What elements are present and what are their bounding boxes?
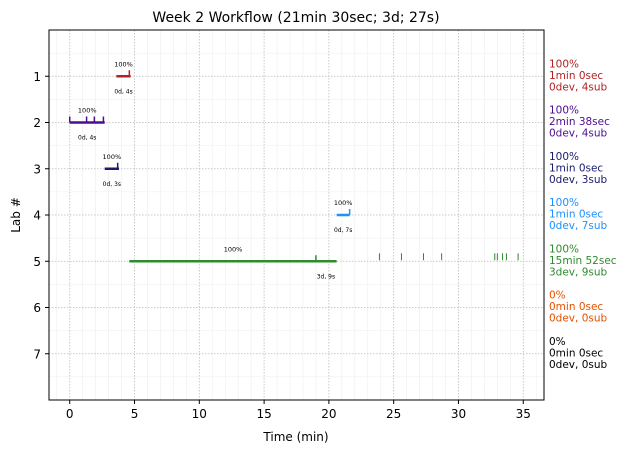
lab-4-summary-line: 100%: [549, 197, 579, 209]
y-tick-label: 2: [33, 116, 41, 130]
y-tick-label: 3: [33, 162, 41, 176]
x-tick-label: 35: [516, 407, 531, 421]
lab-5-percent-label: 100%: [224, 245, 243, 253]
y-tick-label: 4: [33, 209, 41, 223]
x-tick-label: 30: [451, 407, 466, 421]
lab-7-summary-line: 0%: [549, 336, 566, 348]
lab-5-summary-line: 3dev, 9sub: [549, 266, 608, 278]
lab-2-summary-line: 2min 38sec: [549, 116, 610, 128]
lab-1-summary-line: 0dev, 4sub: [549, 81, 608, 93]
lab-4-duration-label: 0d, 7s: [334, 227, 352, 234]
lab-1-percent-label: 100%: [114, 60, 133, 68]
x-tick-label: 10: [192, 407, 207, 421]
lab-3-timeline: 100% 0d, 3s: [103, 153, 122, 188]
lab-5-summary-line: 15min 52sec: [549, 255, 617, 267]
lab-5-summary-line: 100%: [549, 243, 579, 255]
lab-4-summary-line: 1min 0sec: [549, 209, 603, 221]
x-tick-label: 15: [256, 407, 271, 421]
lab-6-summary-line: 0min 0sec: [549, 301, 603, 313]
lab-3-summary-line: 100%: [549, 151, 579, 163]
lab-3-percent-label: 100%: [103, 153, 122, 161]
y-tick-label: 7: [33, 347, 41, 361]
lab-2-timeline: 100% 0d, 4s: [68, 107, 105, 142]
lab-7-summary-line: 0dev, 0sub: [549, 359, 608, 371]
lab-3-summary-line: 1min 0sec: [549, 162, 603, 174]
x-tick-label: 25: [386, 407, 401, 421]
lab-4-percent-label: 100%: [334, 199, 353, 207]
x-axis-ticks: 0 5 10 15 20 25 30 35: [66, 400, 531, 421]
x-tick-label: 20: [321, 407, 336, 421]
lab-1-duration-label: 0d, 4s: [114, 88, 132, 95]
y-tick-label: 1: [33, 70, 41, 84]
lab-5-timeline: 100% 3d, 9s: [129, 245, 519, 280]
major-grid: [49, 30, 544, 400]
lab-3-duration-label: 0d, 3s: [103, 181, 121, 188]
y-axis-label: Lab #: [9, 197, 23, 233]
lab-timelines: 100% 0d, 4s 100% 0d, 4s 100% 0d, 3s 100% 0d, 7s…: [68, 60, 519, 280]
lab-4-summary-line: 0dev, 7sub: [549, 220, 608, 232]
y-axis-ticks: 1 2 3 4 5 6 7: [33, 70, 49, 361]
lab-7-summary-line: 0min 0sec: [549, 347, 603, 359]
y-tick-label: 5: [33, 255, 41, 269]
lab-6-summary-line: 0%: [549, 290, 566, 302]
lab-3-summary-line: 0dev, 3sub: [549, 174, 608, 186]
lab-2-summary-line: 100%: [549, 105, 579, 117]
x-axis-label: Time (min): [262, 430, 328, 444]
y-tick-label: 6: [33, 301, 41, 315]
lab-6-summary-line: 0dev, 0sub: [549, 313, 608, 325]
lab-5-duration-label: 3d, 9s: [317, 273, 335, 280]
chart-title: Week 2 Workflow (21min 30sec; 3d; 27s): [152, 10, 439, 26]
lab-4-timeline: 100% 0d, 7s: [334, 199, 353, 234]
lab-2-percent-label: 100%: [78, 107, 97, 115]
lab-1-summary-line: 100%: [549, 58, 579, 70]
lab-2-summary-line: 0dev, 4sub: [549, 128, 608, 140]
x-tick-label: 0: [66, 407, 74, 421]
x-tick-label: 5: [131, 407, 139, 421]
lab-1-summary-line: 1min 0sec: [549, 70, 603, 82]
lab-1-timeline: 100% 0d, 4s: [114, 60, 133, 95]
lab-2-duration-label: 0d, 4s: [78, 135, 96, 142]
